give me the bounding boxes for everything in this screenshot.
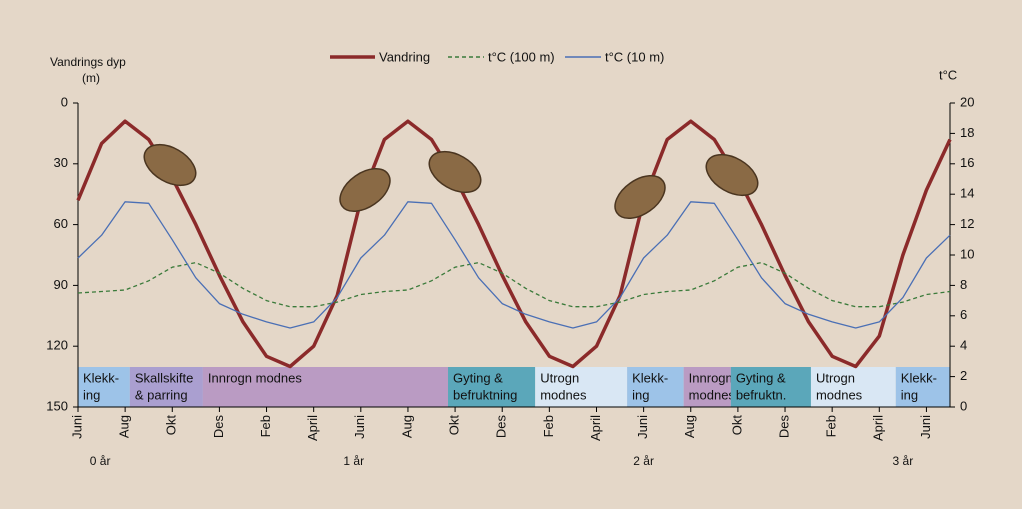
x-tick-label: Des: [776, 415, 791, 439]
x-tick-label: Okt: [164, 415, 179, 436]
legend-label: t°C (10 m): [605, 49, 664, 64]
y2-tick-label: 2: [960, 368, 967, 383]
y-tick-label: 30: [54, 155, 68, 170]
phase-box: [730, 367, 811, 407]
phase-box: [683, 367, 731, 407]
x-tick-label: Juni: [352, 415, 367, 439]
phase-label: Gyting &: [736, 370, 786, 385]
crab: [614, 174, 666, 220]
crab: [428, 150, 482, 194]
year-label: 3 år: [893, 454, 914, 468]
y2-tick-label: 4: [960, 338, 967, 353]
phase-label: Skallskifte: [135, 370, 194, 385]
phase-label: & parring: [135, 387, 188, 402]
phase-box: [810, 367, 896, 407]
y2-tick-label: 14: [960, 186, 974, 201]
phase-label: ing: [632, 387, 649, 402]
x-tick-label: Feb: [258, 415, 273, 437]
phase-box: [535, 367, 628, 407]
y-tick-label: 120: [46, 338, 68, 353]
phase-box: [78, 367, 130, 407]
y2-tick-label: 20: [960, 94, 974, 109]
phase-box: [895, 367, 950, 407]
year-label: 2 år: [633, 454, 654, 468]
x-tick-label: Des: [211, 415, 226, 439]
phase-label: Innrogn: [689, 370, 733, 385]
y2-tick-label: 8: [960, 277, 967, 292]
phase-box: [448, 367, 536, 407]
y-title: Vandrings dyp: [50, 55, 126, 69]
phase-label: Klekk-: [632, 370, 668, 385]
phase-box: [202, 367, 449, 407]
phase-label: modnes: [689, 387, 736, 402]
legend-label: t°C (100 m): [488, 49, 555, 64]
year-label: 1 år: [343, 454, 364, 468]
y2-tick-label: 10: [960, 246, 974, 261]
x-tick-label: April: [588, 415, 603, 441]
series-line: [77, 261, 951, 308]
phase-label: Gyting &: [453, 370, 503, 385]
x-tick-label: April: [871, 415, 886, 441]
series-line: [77, 201, 951, 329]
phase-label: Utrogn: [540, 370, 579, 385]
phase-label: modnes: [816, 387, 863, 402]
x-tick-label: Okt: [447, 415, 462, 436]
crab: [705, 153, 759, 197]
y2-title: t°C: [939, 67, 957, 82]
x-tick-label: Okt: [729, 415, 744, 436]
y2-tick-label: 18: [960, 125, 974, 140]
series-line: [76, 119, 952, 369]
phase-label: ing: [83, 387, 100, 402]
x-tick-label: April: [305, 415, 320, 441]
legend-label: Vandring: [379, 49, 430, 64]
x-tick-label: Aug: [117, 415, 132, 438]
phase-label: befruktn.: [736, 387, 787, 402]
phase-label: ing: [901, 387, 918, 402]
y-tick-label: 90: [54, 277, 68, 292]
y2-tick-label: 6: [960, 307, 967, 322]
x-tick-label: Juni: [918, 415, 933, 439]
phase-label: Klekk-: [901, 370, 937, 385]
y2-tick-label: 16: [960, 155, 974, 170]
x-tick-label: Feb: [541, 415, 556, 437]
phase-label: Klekk-: [83, 370, 119, 385]
x-tick-label: Feb: [824, 415, 839, 437]
x-tick-label: Aug: [399, 415, 414, 438]
y-tick-label: 60: [54, 216, 68, 231]
y-tick-label: 150: [46, 398, 68, 413]
crab-illustrations: [143, 143, 759, 220]
y-tick-label: 0: [61, 94, 68, 109]
phase-label: modnes: [540, 387, 587, 402]
x-tick-label: Aug: [682, 415, 697, 438]
y2-tick-label: 12: [960, 216, 974, 231]
crab: [143, 143, 197, 187]
phase-label: Utrogn: [816, 370, 855, 385]
phase-box: [129, 367, 203, 407]
x-tick-label: Juni: [635, 415, 650, 439]
y-title: (m): [82, 71, 100, 85]
crab: [339, 167, 391, 213]
year-label: 0 år: [90, 454, 111, 468]
x-tick-label: Juni: [69, 415, 84, 439]
x-tick-label: Des: [494, 415, 509, 439]
phase-label: befruktning: [453, 387, 517, 402]
y2-tick-label: 0: [960, 398, 967, 413]
phase-box: [627, 367, 684, 407]
phase-label: Innrogn modnes: [208, 370, 302, 385]
